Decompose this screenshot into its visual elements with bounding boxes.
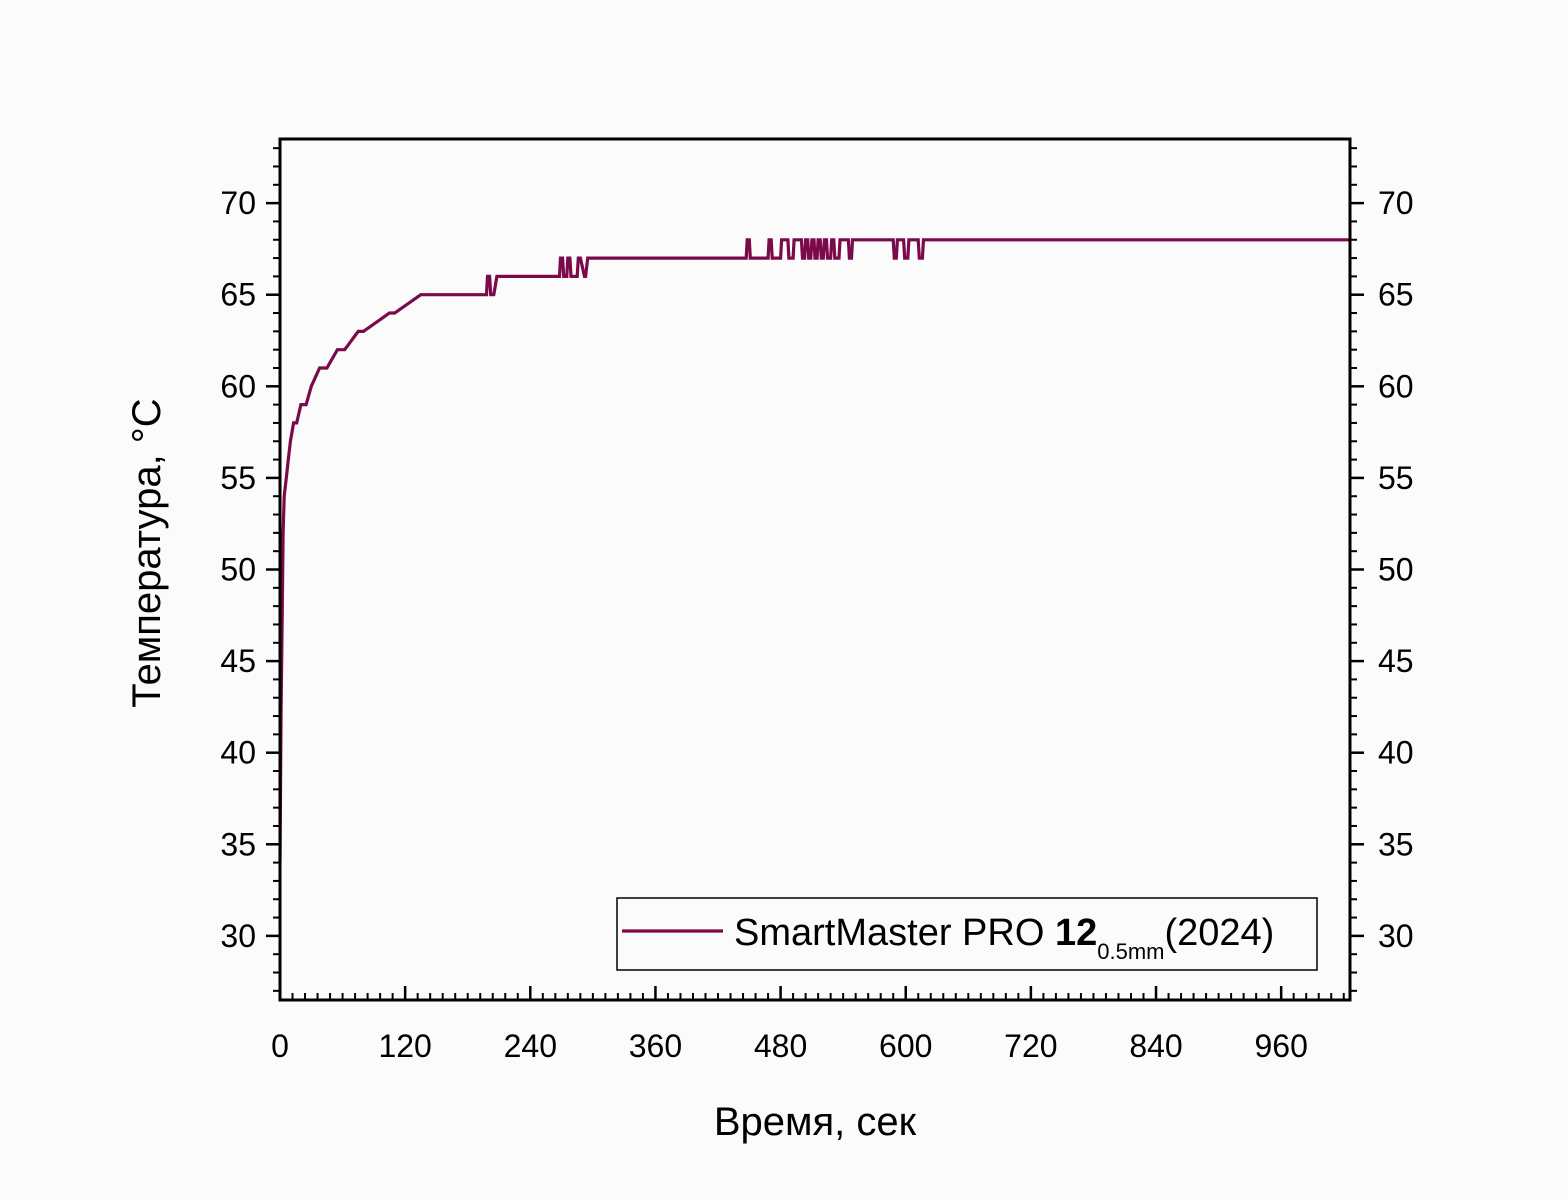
plot-frame bbox=[278, 137, 1352, 1002]
y-tick-label-left: 55 bbox=[220, 460, 256, 496]
x-tick-label: 240 bbox=[504, 1028, 557, 1064]
plot-area bbox=[280, 139, 1350, 1000]
x-tick-label: 360 bbox=[629, 1028, 682, 1064]
x-tick-label: 720 bbox=[1004, 1028, 1057, 1064]
y-tick-label-left: 50 bbox=[220, 552, 256, 588]
y-tick-label-right: 35 bbox=[1378, 826, 1414, 862]
y-tick-label-left: 65 bbox=[220, 277, 256, 313]
x-tick-label: 600 bbox=[879, 1028, 932, 1064]
y-tick-label-left: 30 bbox=[220, 918, 256, 954]
legend-suffix: (2024) bbox=[1164, 912, 1274, 954]
y-tick-label-left: 35 bbox=[220, 826, 256, 862]
legend-label: SmartMaster PRO 120.5mm(2024) bbox=[734, 912, 1274, 964]
y-tick-label-left: 70 bbox=[220, 185, 256, 221]
x-tick-label: 480 bbox=[754, 1028, 807, 1064]
y-tick-label-right: 70 bbox=[1378, 185, 1414, 221]
y-tick-label-left: 60 bbox=[220, 368, 256, 404]
y-tick-label-right: 55 bbox=[1378, 460, 1414, 496]
tick-labels: 0 120 240 360 480 600 720 840 960 30 30 35 35 40 40 45 4… bbox=[220, 185, 1413, 1064]
y-tick-label-right: 45 bbox=[1378, 643, 1414, 679]
x-tick-label: 120 bbox=[378, 1028, 431, 1064]
x-tick-label: 960 bbox=[1254, 1028, 1307, 1064]
legend-bold: 12 bbox=[1055, 912, 1097, 954]
y-tick-label-right: 50 bbox=[1378, 552, 1414, 588]
y-axis-title: Температура, °С bbox=[125, 398, 169, 707]
legend-sub: 0.5mm bbox=[1097, 939, 1164, 964]
x-axis-title: Время, сек bbox=[714, 1100, 917, 1144]
y-tick-label-right: 60 bbox=[1378, 368, 1414, 404]
legend-prefix: SmartMaster PRO bbox=[734, 912, 1055, 954]
x-tick-label: 0 bbox=[271, 1028, 289, 1064]
x-tick-label: 840 bbox=[1129, 1028, 1182, 1064]
y-tick-label-left: 45 bbox=[220, 643, 256, 679]
legend-box bbox=[616, 897, 1318, 971]
y-tick-label-right: 65 bbox=[1378, 277, 1414, 313]
y-tick-label-right: 40 bbox=[1378, 735, 1414, 771]
y-tick-label-right: 30 bbox=[1378, 918, 1414, 954]
series-line bbox=[278, 238, 1350, 863]
x-axis-label: Время, сек bbox=[714, 1100, 917, 1144]
y-axis-label: Температура, °С bbox=[125, 398, 169, 707]
legend: SmartMaster PRO 120.5mm(2024) bbox=[616, 897, 1318, 971]
y-tick-label-left: 40 bbox=[220, 735, 256, 771]
